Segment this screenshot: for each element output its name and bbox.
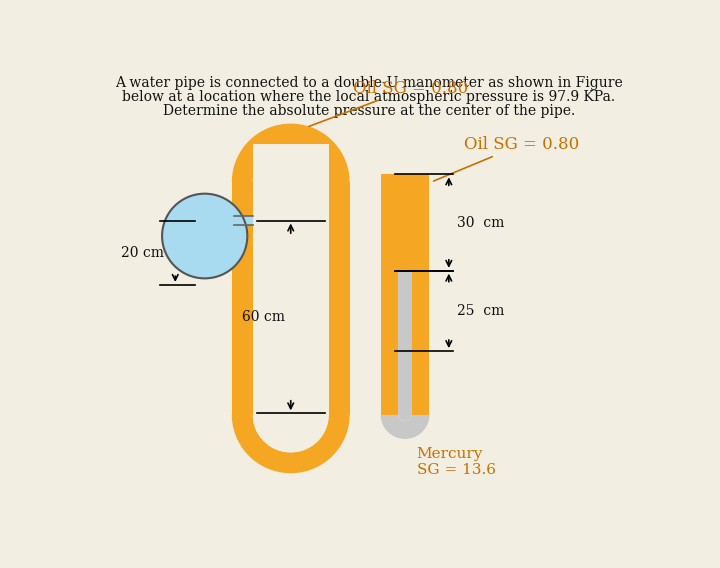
Bar [398,271,412,415]
Polygon shape [232,124,350,182]
Polygon shape [398,415,412,421]
Text: Oil SG = 0.80: Oil SG = 0.80 [309,80,468,127]
Text: 25  cm: 25 cm [456,304,504,318]
Text: A water pipe is connected to a double-U manometer as shown in Figure: A water pipe is connected to a double-U … [115,76,623,90]
Text: Water: Water [183,223,227,237]
Polygon shape [381,415,429,439]
Polygon shape [232,415,350,473]
Polygon shape [253,144,329,182]
Bar [329,182,350,415]
Bar [381,174,398,415]
Bar [398,174,412,271]
Bar [232,182,253,415]
Text: Mercury
SG = 13.6: Mercury SG = 13.6 [417,446,495,477]
Text: pipe: pipe [189,238,220,252]
Text: Oil SG = 0.80: Oil SG = 0.80 [433,136,580,181]
Polygon shape [398,415,412,421]
Text: 60 cm: 60 cm [241,310,284,324]
Bar [234,216,253,225]
Text: 30  cm: 30 cm [456,216,504,229]
Text: below at a location where the local atmospheric pressure is 97.9 KPa.: below at a location where the local atmo… [122,90,616,104]
Bar [398,174,412,415]
Text: 20 cm: 20 cm [121,246,164,260]
Bar [412,174,429,415]
Circle shape [162,194,248,278]
Polygon shape [253,415,329,452]
Bar [253,144,329,415]
Text: Determine the absolute pressure at the center of the pipe.: Determine the absolute pressure at the c… [163,103,575,118]
